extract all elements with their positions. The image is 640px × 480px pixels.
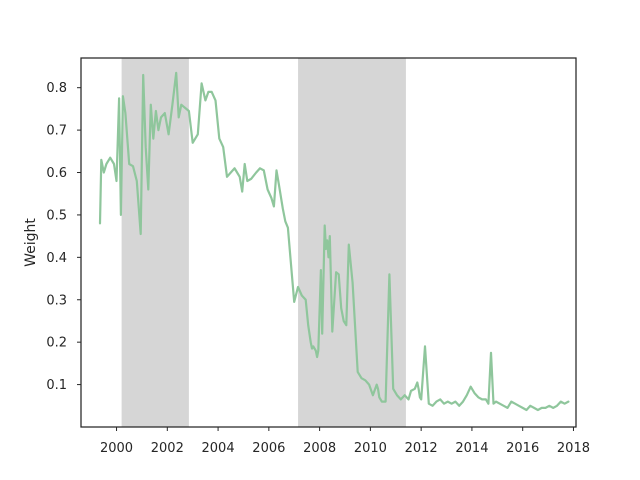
x-tick-label: 2018 — [557, 441, 590, 456]
x-tick-label: 2010 — [354, 441, 387, 456]
y-axis-label: Weight — [23, 218, 39, 267]
x-tick-label: 2000 — [100, 441, 133, 456]
x-tick-label: 2006 — [252, 441, 285, 456]
series-line-1 — [98, 71, 570, 412]
y-axis: 0.1 0.2 0.3 0.4 0.5 0.6 0.7 0.8 — [46, 81, 81, 393]
y-tick-label: 0.4 — [46, 251, 67, 266]
y-tick-label: 0.7 — [46, 124, 67, 139]
x-tick-label: 2012 — [405, 441, 438, 456]
y-tick-label: 0.1 — [46, 378, 67, 393]
x-axis: 2000 2002 2004 2006 2008 2010 2012 2014 2016 2018 — [100, 427, 590, 456]
x-tick-label: 2002 — [151, 441, 184, 456]
x-tick-label: 2016 — [506, 441, 539, 456]
y-tick-label: 0.3 — [46, 293, 67, 308]
y-tick-label: 0.6 — [46, 166, 67, 181]
series-group — [98, 71, 570, 412]
y-tick-label: 0.2 — [46, 336, 67, 351]
plot-frame — [80, 57, 577, 428]
x-tick-label: 2014 — [455, 441, 488, 456]
shaded-period-2 — [298, 58, 406, 427]
y-tick-label: 0.5 — [46, 208, 67, 223]
x-tick-label: 2004 — [202, 441, 235, 456]
x-tick-label: 2008 — [303, 441, 336, 456]
y-tick-label: 0.8 — [46, 81, 67, 96]
